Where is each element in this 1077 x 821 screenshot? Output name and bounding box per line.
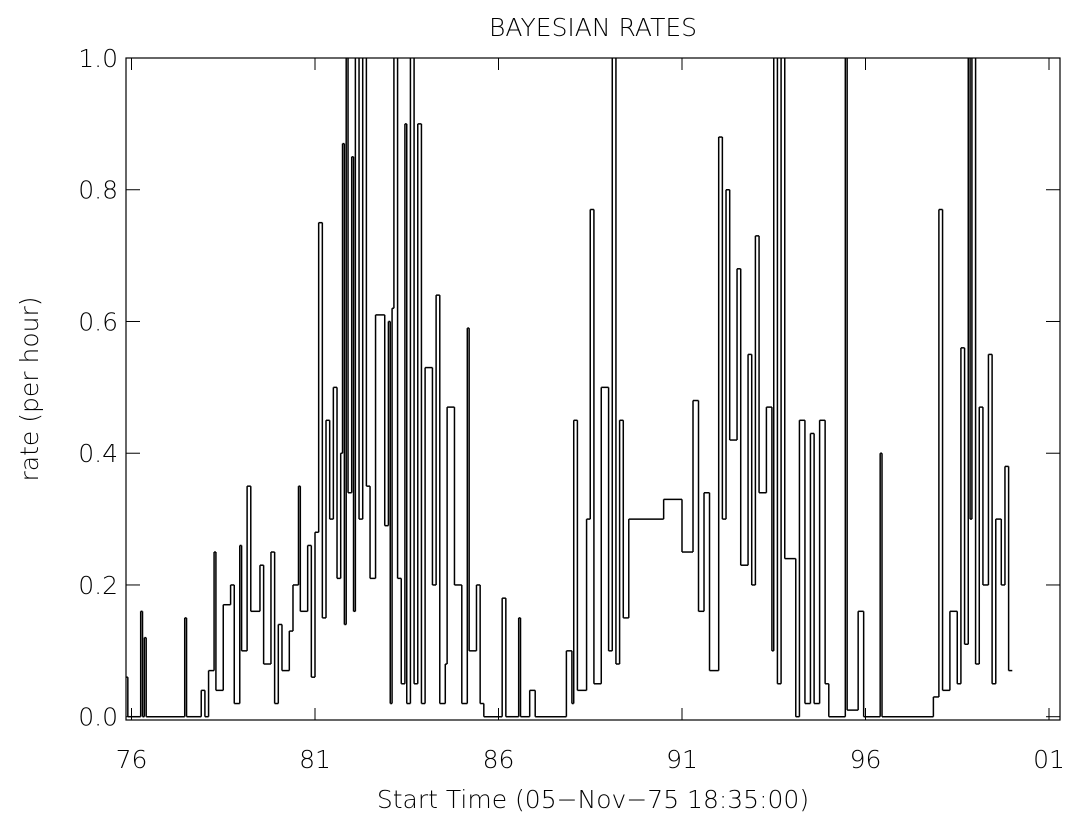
x-tick-label: 81 (299, 745, 331, 774)
x-tick-label: 01 (1033, 745, 1065, 774)
y-tick-label: 0.4 (78, 439, 118, 468)
x-tick-label: 76 (116, 745, 148, 774)
plot-frame (125, 57, 1061, 721)
y-tick-label: 0.2 (78, 571, 118, 600)
x-axis-label: Start Time (05−Nov−75 18:35:00) (377, 785, 809, 814)
y-tick-label: 0.8 (78, 176, 118, 205)
chart-title: BAYESIAN RATES (489, 13, 697, 42)
y-tick-label: 1.0 (78, 44, 118, 73)
y-tick-label: 0.0 (78, 703, 118, 732)
y-axis-label: rate (per hour) (15, 297, 44, 482)
x-tick-label: 86 (483, 745, 515, 774)
plot-area (126, 58, 1013, 718)
x-tick-label: 96 (850, 745, 882, 774)
x-tick-label: 91 (666, 745, 698, 774)
y-tick-label: 0.6 (78, 307, 118, 336)
